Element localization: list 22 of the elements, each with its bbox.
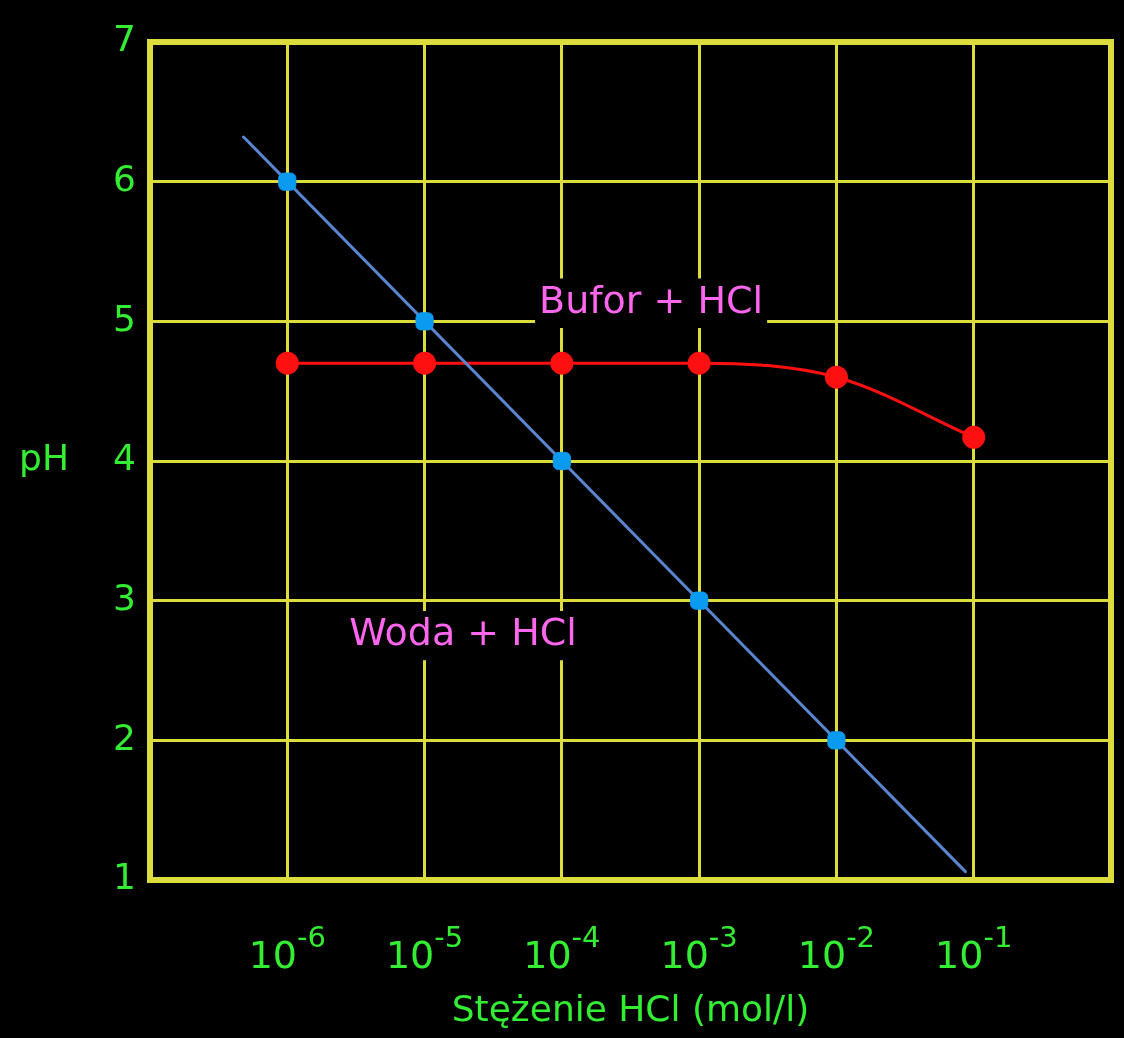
- point: [415, 312, 434, 331]
- y-tick-label: 4: [113, 437, 136, 479]
- y-tick-label: 7: [113, 18, 136, 60]
- x-axis-title: Stężenie HCl (mol/l): [451, 988, 810, 1030]
- text: Woda + HCl: [349, 610, 577, 655]
- point: [962, 425, 986, 449]
- point: [275, 351, 299, 375]
- point: [687, 351, 711, 375]
- y-tick-label: 5: [113, 297, 136, 339]
- series-label: Bufor + HCl: [539, 278, 764, 323]
- y-axis-title: pH: [19, 437, 69, 479]
- y-tick-label: 2: [113, 716, 136, 758]
- point: [552, 451, 571, 471]
- point: [278, 172, 297, 191]
- y-tick-label: 6: [113, 158, 136, 200]
- y-tick-label: 3: [113, 577, 136, 619]
- y-tick-label: 1: [113, 856, 136, 898]
- point: [690, 591, 709, 610]
- point: [824, 365, 848, 389]
- point: [413, 351, 437, 375]
- point: [827, 731, 846, 750]
- point: [550, 351, 574, 375]
